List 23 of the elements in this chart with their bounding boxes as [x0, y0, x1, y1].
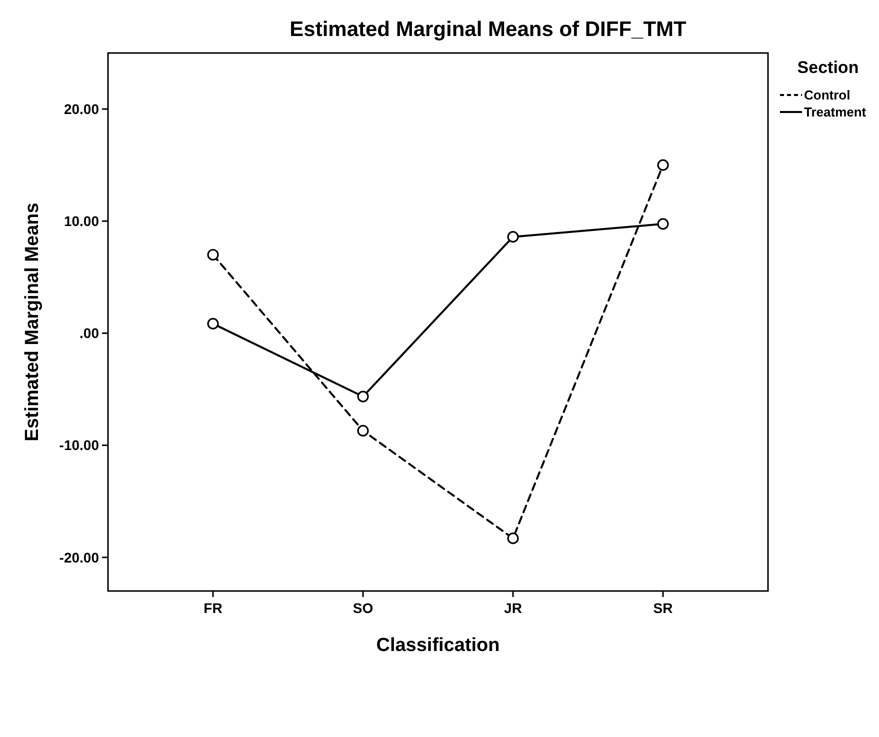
x-tick-label: FR: [204, 600, 222, 616]
point: [207, 248, 219, 261]
y-tick-label: -20.00: [59, 549, 100, 566]
point: [657, 159, 669, 171]
point: [207, 318, 219, 330]
point: [507, 231, 519, 243]
point: [357, 390, 369, 402]
x-tick-label: SR: [653, 600, 673, 616]
y-tick-label: -10.00: [59, 437, 100, 454]
x-tick-label: SO: [352, 600, 374, 616]
point: [357, 424, 369, 437]
legend-label: Treatment: [804, 104, 867, 120]
y-tick-label: .00: [80, 325, 100, 342]
x-tick-label: JR: [504, 600, 522, 616]
y-tick-label: 20.00: [64, 100, 100, 117]
y-tick-label: 10.00: [64, 213, 100, 230]
legend-label: Control: [804, 88, 850, 103]
point: [507, 532, 519, 544]
chart-title: Estimated Marginal Means of DIFF_TMT: [290, 18, 687, 41]
x-axis-title: Classification: [376, 635, 500, 656]
y-axis-title: Estimated Marginal Means: [22, 202, 43, 442]
point: [657, 218, 669, 230]
legend-title: Section: [797, 58, 859, 77]
